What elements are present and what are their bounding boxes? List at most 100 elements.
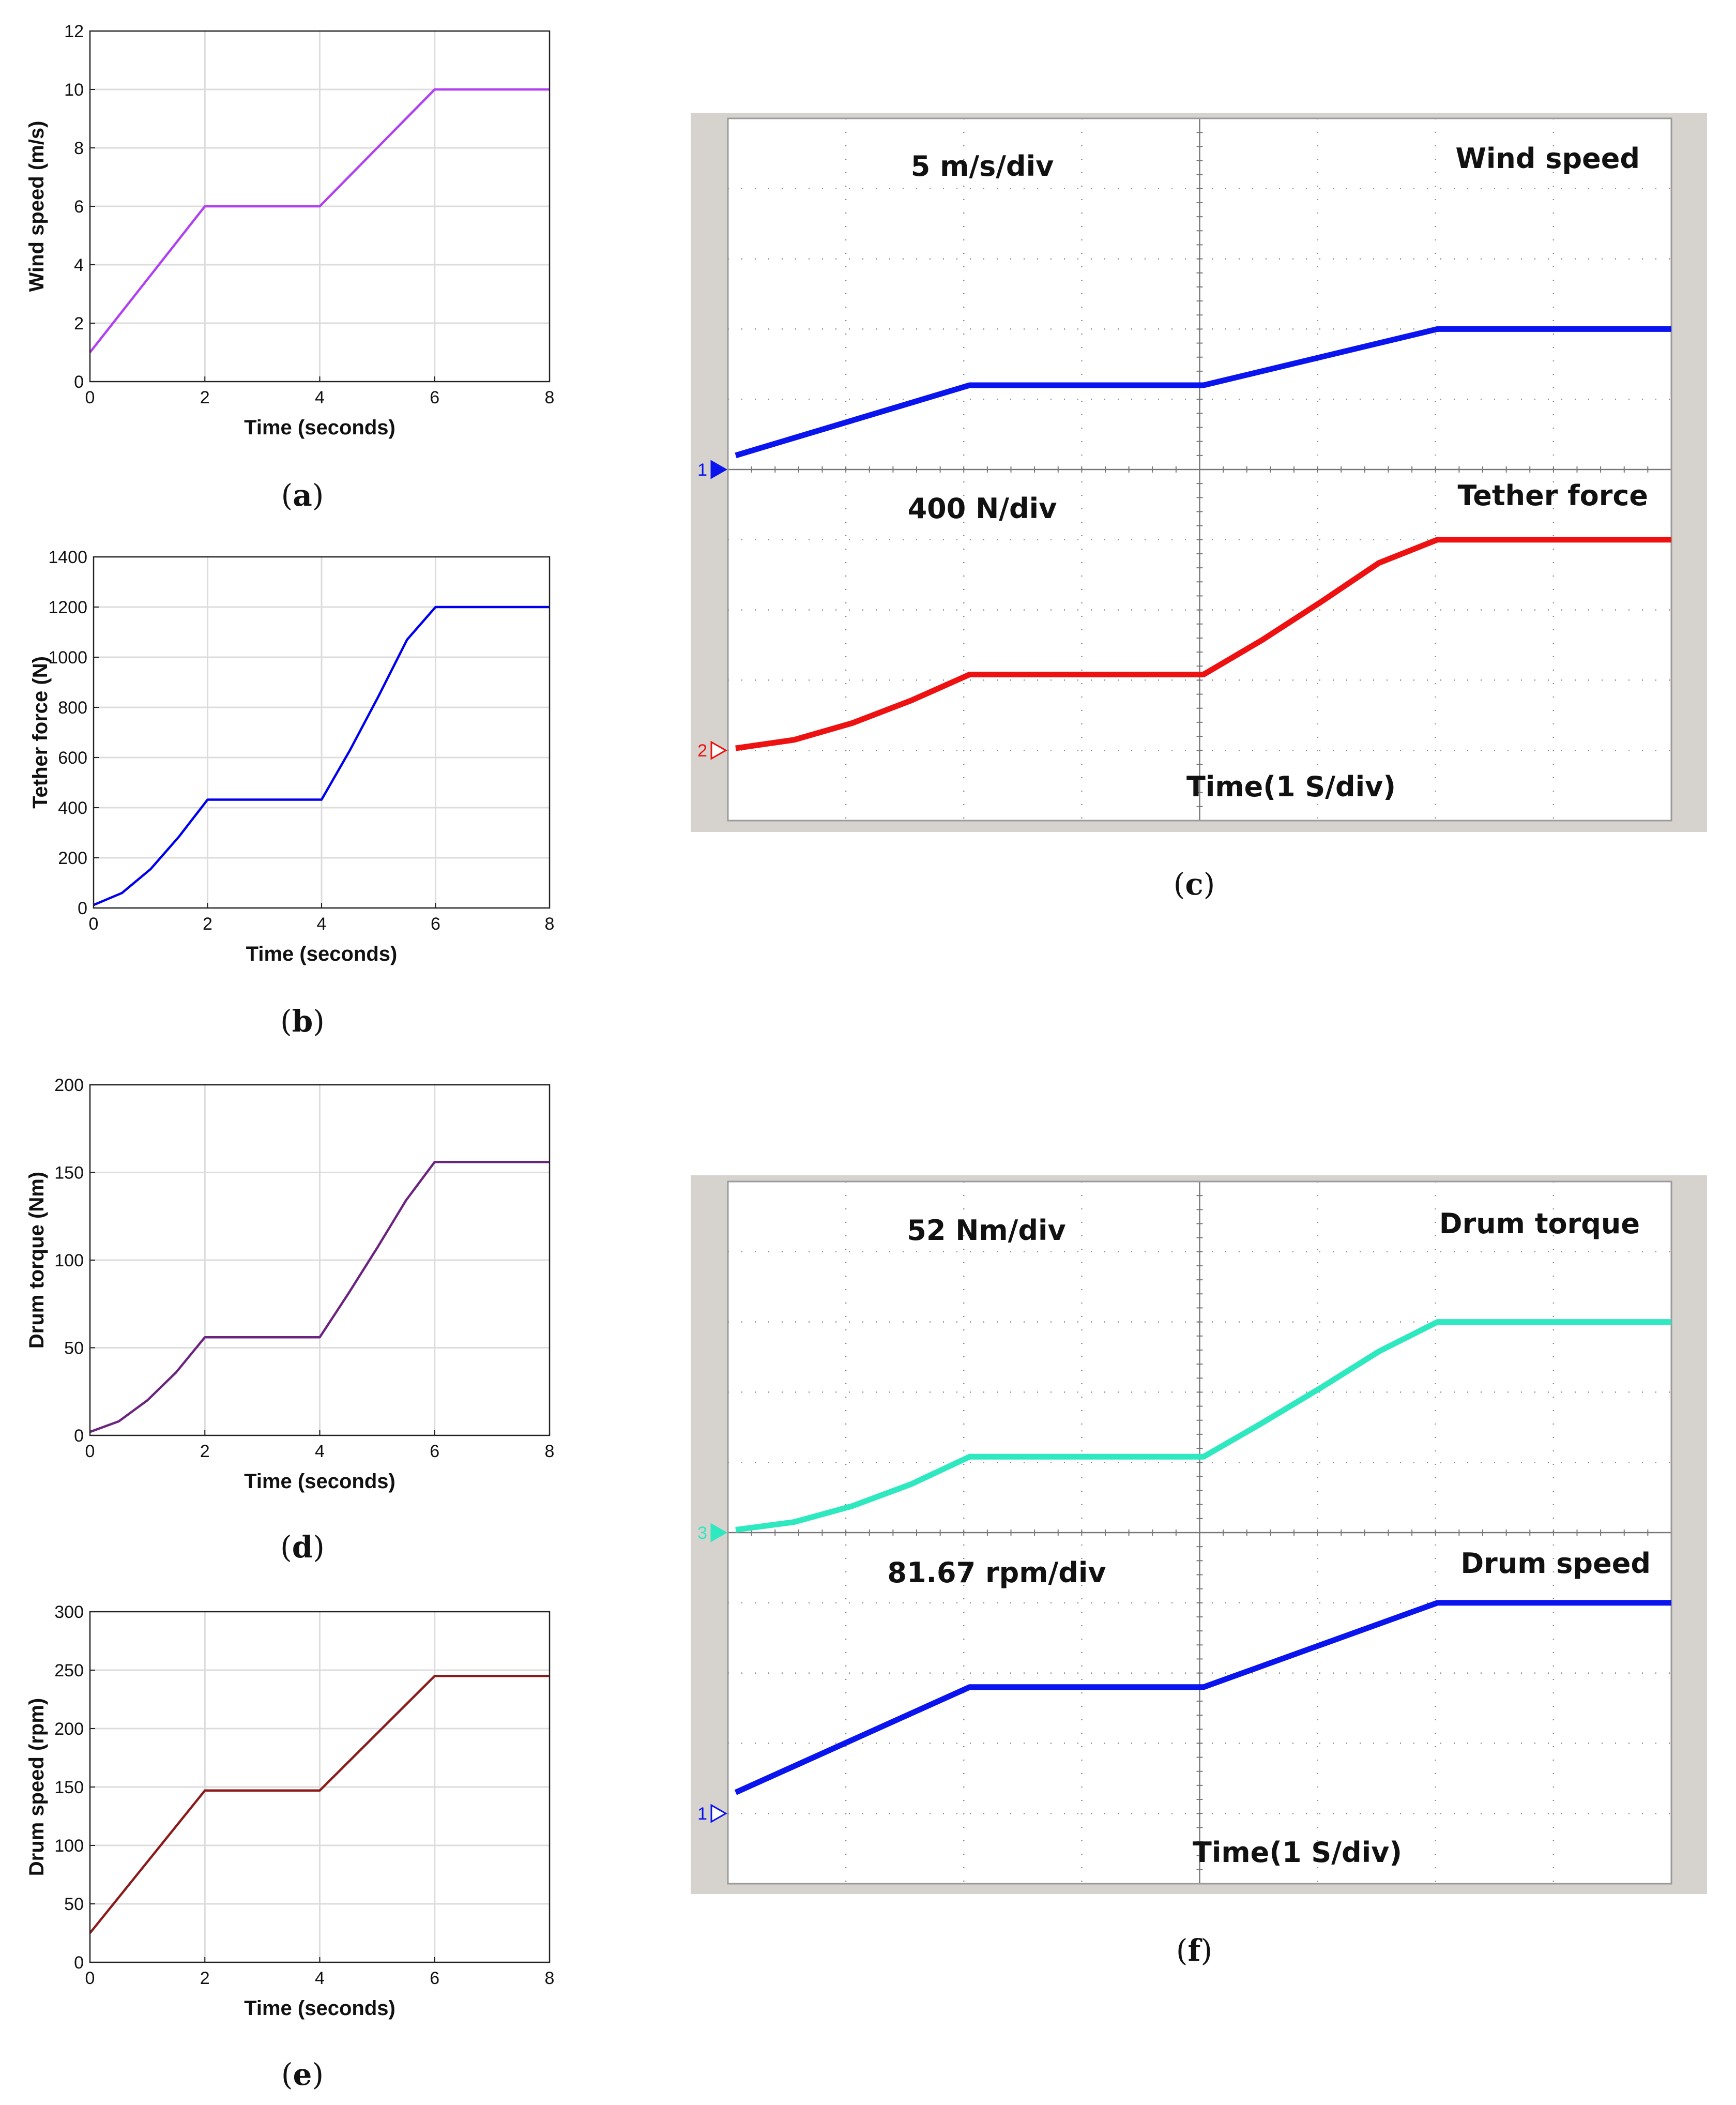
x-tick-label: 2 xyxy=(200,1968,210,1988)
y-tick-label: 200 xyxy=(58,849,87,868)
trace-drum-speed xyxy=(734,1600,1671,1795)
trace-scale-label: 400 N/div xyxy=(908,492,1057,525)
series-line-e xyxy=(89,1675,550,1934)
caption-c-letter: c xyxy=(1185,867,1203,902)
y-tick-label: 1000 xyxy=(48,648,87,668)
channel-number: 1 xyxy=(697,1804,707,1824)
axes-box xyxy=(89,1611,551,1963)
caption-b-letter: b xyxy=(292,1004,313,1039)
y-tick-label: 2 xyxy=(74,314,84,334)
panel-d-drum-torque-plot: 0 2 4 6 8 0 50 100 150 200 Time (seconds) Drum torq… xyxy=(25,1076,554,1493)
x-tick-label: 8 xyxy=(545,388,555,407)
scope-screen-border xyxy=(727,117,1672,822)
channel-number: 2 xyxy=(697,741,707,761)
x-tick-label: 4 xyxy=(315,1442,325,1461)
series-line-a xyxy=(89,88,550,353)
panel-e-drum-speed-plot: 0 2 4 6 8 0 50 100 150 200 250 300 Time (seconds) Dru… xyxy=(25,1602,554,2020)
axes-box xyxy=(89,1084,551,1436)
channel-marker-icon xyxy=(710,740,728,760)
axes-box xyxy=(93,556,551,909)
x-axis-label: Time (seconds) xyxy=(246,943,398,965)
x-tick-label: 0 xyxy=(85,1442,95,1461)
trace-scale-label: 52 Nm/div xyxy=(907,1214,1066,1247)
series-line-b xyxy=(93,605,550,906)
y-tick-label: 600 xyxy=(58,748,87,768)
trace-scale-label: 5 m/s/div xyxy=(911,150,1054,183)
y-tick-label: 6 xyxy=(74,197,84,217)
time-division-label: Time(1 S/div) xyxy=(1186,770,1396,803)
caption-d: (d) xyxy=(280,1529,325,1565)
caption-c-open: ( xyxy=(1174,867,1185,902)
x-tick-label: 0 xyxy=(85,388,95,407)
caption-e: (e) xyxy=(281,2057,324,2092)
panel-c-oscilloscope: 1 5 m/s/div Wind speed 2 400 N/div Tether for… xyxy=(691,113,1707,832)
caption-f-open: ( xyxy=(1176,1933,1188,1968)
trace-wind-speed xyxy=(735,326,1671,459)
caption-b-close: ) xyxy=(313,1004,325,1039)
x-tick-label: 4 xyxy=(315,1968,325,1988)
trace-name-label: Drum speed xyxy=(1460,1547,1651,1580)
y-tick-label: 150 xyxy=(54,1778,84,1797)
y-tick-label: 10 xyxy=(64,80,84,100)
x-tick-label: 6 xyxy=(431,914,440,934)
trace-name-label: Drum torque xyxy=(1439,1207,1640,1240)
caption-a-letter: a xyxy=(293,478,312,513)
caption-f-close: ) xyxy=(1200,1933,1212,1968)
y-tick-label: 4 xyxy=(74,255,84,275)
caption-f-letter: f xyxy=(1188,1933,1203,1968)
y-tick-label: 250 xyxy=(54,1661,84,1680)
channel-number: 1 xyxy=(697,460,707,480)
x-tick-label: 2 xyxy=(200,388,210,407)
caption-d-letter: d xyxy=(292,1529,313,1565)
caption-a: (a) xyxy=(281,478,324,513)
y-tick-label: 200 xyxy=(54,1076,84,1095)
x-tick-label: 8 xyxy=(545,1968,555,1988)
caption-c: (c) xyxy=(1174,867,1215,902)
y-tick-label: 50 xyxy=(64,1895,84,1914)
x-tick-label: 0 xyxy=(89,914,99,934)
y-axis-label: Wind speed (m/s) xyxy=(25,121,48,292)
y-tick-label: 800 xyxy=(58,698,87,718)
caption-b-open: ( xyxy=(280,1004,292,1039)
y-tick-label: 12 xyxy=(64,22,84,41)
y-tick-label: 0 xyxy=(74,372,84,392)
caption-d-close: ) xyxy=(313,1529,325,1565)
x-tick-label: 2 xyxy=(203,914,212,934)
y-tick-label: 0 xyxy=(78,899,87,918)
x-tick-label: 8 xyxy=(545,914,555,934)
trace-name-label: Tether force xyxy=(1458,479,1648,512)
panel-a-wind-speed-plot: 0 2 4 6 8 0 2 4 6 8 10 12 Time (seconds) Wind speed (… xyxy=(25,22,554,439)
x-axis-label: Time (seconds) xyxy=(244,1470,395,1493)
y-axis-label: Drum torque (Nm) xyxy=(25,1172,48,1349)
y-tick-label: 50 xyxy=(64,1339,84,1358)
caption-e-close: ) xyxy=(312,2057,324,2092)
y-tick-label: 100 xyxy=(54,1251,84,1270)
y-tick-label: 150 xyxy=(54,1163,84,1183)
y-axis-label: Tether force (N) xyxy=(29,656,52,809)
scope-screen-border xyxy=(727,1180,1672,1885)
x-tick-label: 4 xyxy=(315,388,325,407)
y-tick-label: 8 xyxy=(74,139,84,158)
trace-drum-torque xyxy=(735,1319,1671,1533)
y-tick-label: 300 xyxy=(54,1602,84,1622)
caption-c-close: ) xyxy=(1204,867,1215,902)
trace-tether-force xyxy=(735,537,1671,751)
x-axis-label: Time (seconds) xyxy=(244,416,395,439)
y-axis-label: Drum speed (rpm) xyxy=(25,1698,48,1876)
y-tick-label: 400 xyxy=(58,798,87,818)
caption-a-open: ( xyxy=(281,478,293,513)
axes-box xyxy=(89,30,551,383)
y-tick-label: 100 xyxy=(54,1836,84,1856)
x-tick-label: 0 xyxy=(85,1968,95,1988)
y-tick-label: 200 xyxy=(54,1719,84,1739)
x-tick-label: 6 xyxy=(430,1442,439,1461)
y-tick-label: 0 xyxy=(74,1953,84,1973)
series-line-d xyxy=(89,1160,550,1433)
channel-number: 3 xyxy=(697,1523,707,1543)
caption-d-open: ( xyxy=(280,1529,292,1565)
caption-e-open: ( xyxy=(281,2057,293,2092)
y-tick-label: 1400 xyxy=(48,548,87,567)
trace-name-label: Wind speed xyxy=(1455,142,1640,175)
time-division-label: Time(1 S/div) xyxy=(1193,1836,1402,1869)
